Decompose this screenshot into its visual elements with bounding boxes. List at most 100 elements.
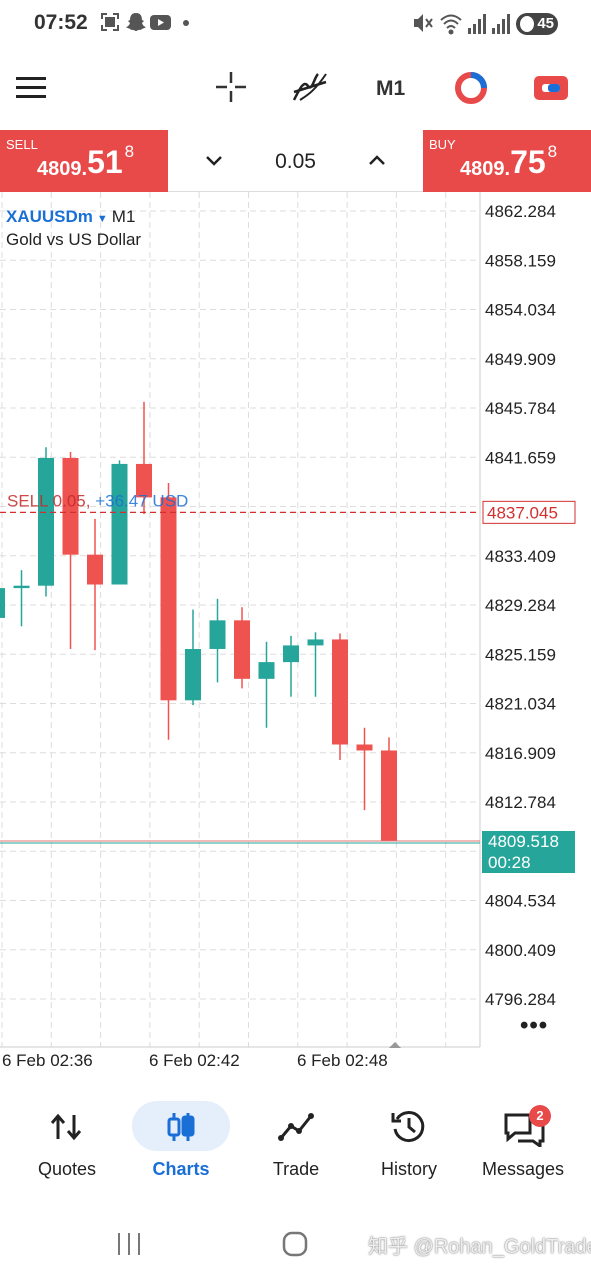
nav-messages[interactable]: 2 Messages bbox=[464, 1077, 582, 1202]
status-bar: 07:52 bbox=[0, 0, 591, 48]
nav-history[interactable]: History bbox=[350, 1077, 468, 1202]
mute-icon bbox=[414, 14, 433, 32]
candle-body bbox=[38, 457, 54, 586]
sell-label: SELL bbox=[6, 137, 38, 152]
y-tick-label: 4829.284 bbox=[485, 596, 556, 615]
y-tick-label: 4854.034 bbox=[485, 301, 556, 320]
hamburger-menu-icon[interactable] bbox=[16, 76, 46, 100]
y-tick-label: 4841.659 bbox=[485, 448, 556, 467]
candle-body bbox=[160, 497, 177, 701]
y-tick-label: 4821.034 bbox=[485, 695, 556, 714]
lot-decrease-chevron-down-icon[interactable] bbox=[204, 150, 224, 170]
candle-body bbox=[87, 554, 103, 585]
y-tick-label: 4816.909 bbox=[485, 744, 556, 763]
bar-countdown-label: 00:28 bbox=[488, 853, 531, 872]
trade-line-icon bbox=[278, 1113, 314, 1141]
nav-messages-label: Messages bbox=[481, 1159, 565, 1179]
crosshair-icon[interactable] bbox=[214, 70, 248, 104]
status-time: 07:52 bbox=[34, 11, 88, 34]
candle-body bbox=[209, 620, 226, 649]
y-tick-label: 4812.784 bbox=[485, 793, 556, 812]
symbol-selector[interactable]: XAUUSDm ▼ M1 bbox=[6, 207, 135, 227]
candle-body bbox=[258, 662, 275, 679]
x-tick-label: 6 Feb 02:36 bbox=[2, 1051, 93, 1070]
nav-quotes[interactable]: Quotes bbox=[8, 1077, 126, 1202]
sell-price-big: 51 bbox=[87, 144, 123, 180]
y-tick-label: 4845.784 bbox=[485, 399, 556, 418]
candle-body bbox=[62, 457, 79, 555]
dot-icon bbox=[183, 20, 189, 26]
youtube-icon bbox=[150, 15, 171, 30]
nav-charts[interactable]: Charts bbox=[122, 1077, 240, 1202]
bottom-navigation: Quotes Charts Trade History 2 Mess bbox=[0, 1077, 591, 1202]
time-scroll-marker-icon bbox=[389, 1042, 401, 1048]
wifi-icon bbox=[440, 14, 462, 35]
position-label: SELL 0.05, +36.47 USD bbox=[7, 491, 188, 510]
watermark: 知乎 @Rohan_GoldTrader bbox=[368, 1236, 591, 1258]
symbol-description: Gold vs US Dollar bbox=[6, 230, 142, 249]
nav-charts-label: Charts bbox=[152, 1159, 210, 1179]
charts-candles-icon bbox=[167, 1113, 195, 1141]
order-price-label: 4837.045 bbox=[487, 503, 558, 522]
buy-label: BUY bbox=[429, 137, 456, 152]
nav-trade-label: Trade bbox=[272, 1159, 320, 1179]
price-chart[interactable]: 4862.284 4858.159 4854.034 4849.909 4845.784… bbox=[0, 192, 591, 1077]
nav-history-label: History bbox=[380, 1159, 437, 1179]
y-tick-label: 4796.284 bbox=[485, 990, 556, 1009]
bid-price-tag bbox=[482, 830, 575, 873]
sell-price-main: 4809. bbox=[37, 158, 88, 180]
candle-body bbox=[332, 639, 348, 745]
lot-size-value[interactable]: 0.05 bbox=[275, 150, 316, 173]
chart-toolbar: M1 bbox=[0, 48, 591, 130]
candle-body bbox=[283, 645, 299, 663]
y-tick-label: 4804.534 bbox=[485, 892, 556, 911]
bid-price-label: 4809.518 bbox=[488, 832, 559, 851]
candle-body bbox=[185, 648, 201, 701]
battery-indicator: 45 bbox=[516, 13, 558, 35]
y-tick-label: 4800.409 bbox=[485, 941, 556, 960]
symbol-name[interactable]: XAUUSDm bbox=[6, 207, 93, 226]
x-tick-label: 6 Feb 02:48 bbox=[297, 1051, 388, 1070]
quotes-arrows-icon bbox=[50, 1113, 82, 1141]
y-tick-label: 4862.284 bbox=[485, 202, 556, 221]
home-icon[interactable] bbox=[282, 1231, 308, 1257]
buy-price-big: 75 bbox=[510, 144, 546, 180]
history-clock-icon bbox=[391, 1111, 425, 1143]
battery-saver-icon bbox=[520, 16, 534, 32]
symbol-timeframe: M1 bbox=[111, 207, 136, 226]
lot-size-control: 0.05 bbox=[168, 130, 423, 192]
sell-button[interactable]: SELL 4809.51 8 bbox=[0, 130, 168, 192]
candle-body bbox=[111, 463, 128, 585]
indicator-icon[interactable] bbox=[292, 70, 328, 104]
snapchat-icon bbox=[126, 13, 146, 31]
signal-icon bbox=[492, 14, 510, 34]
symbol-caret-icon: ▼ bbox=[96, 213, 108, 225]
buy-price-sup: 8 bbox=[547, 142, 558, 161]
one-click-trade-icon[interactable] bbox=[533, 73, 569, 103]
recent-apps-icon[interactable] bbox=[116, 1232, 144, 1256]
sell-price-sup: 8 bbox=[124, 142, 135, 161]
objects-icon[interactable] bbox=[454, 71, 488, 105]
candle-body bbox=[381, 750, 397, 842]
active-tab-highlight bbox=[132, 1101, 230, 1151]
status-system-icons bbox=[414, 14, 510, 35]
sell-price: 4809.51 8 bbox=[37, 142, 135, 181]
system-navigation-bar: 知乎 @Rohan_GoldTrader bbox=[0, 1202, 591, 1280]
nav-trade[interactable]: Trade bbox=[237, 1077, 355, 1202]
candlestick-chart[interactable]: 4862.284 4858.159 4854.034 4849.909 4845.784… bbox=[0, 192, 591, 1077]
candle-body bbox=[0, 588, 5, 618]
timeframe-selector[interactable]: M1 bbox=[376, 77, 406, 100]
status-notification-icons bbox=[101, 13, 189, 31]
lot-increase-chevron-up-icon[interactable] bbox=[367, 150, 387, 170]
more-options-icon[interactable]: ••• bbox=[520, 1012, 549, 1039]
buy-button[interactable]: BUY 4809.75 8 bbox=[423, 130, 591, 192]
screenshot-icon bbox=[101, 13, 119, 31]
candle-body bbox=[356, 744, 373, 751]
buy-price: 4809.75 8 bbox=[460, 142, 558, 181]
candle-body bbox=[136, 463, 152, 498]
y-tick-label: 4849.909 bbox=[485, 350, 556, 369]
messages-badge: 2 bbox=[529, 1105, 551, 1127]
order-price-tag bbox=[482, 500, 576, 524]
one-click-trade-panel: SELL 4809.51 8 0.05 BUY 4809.75 8 bbox=[0, 130, 591, 192]
buy-price-main: 4809. bbox=[460, 158, 511, 180]
